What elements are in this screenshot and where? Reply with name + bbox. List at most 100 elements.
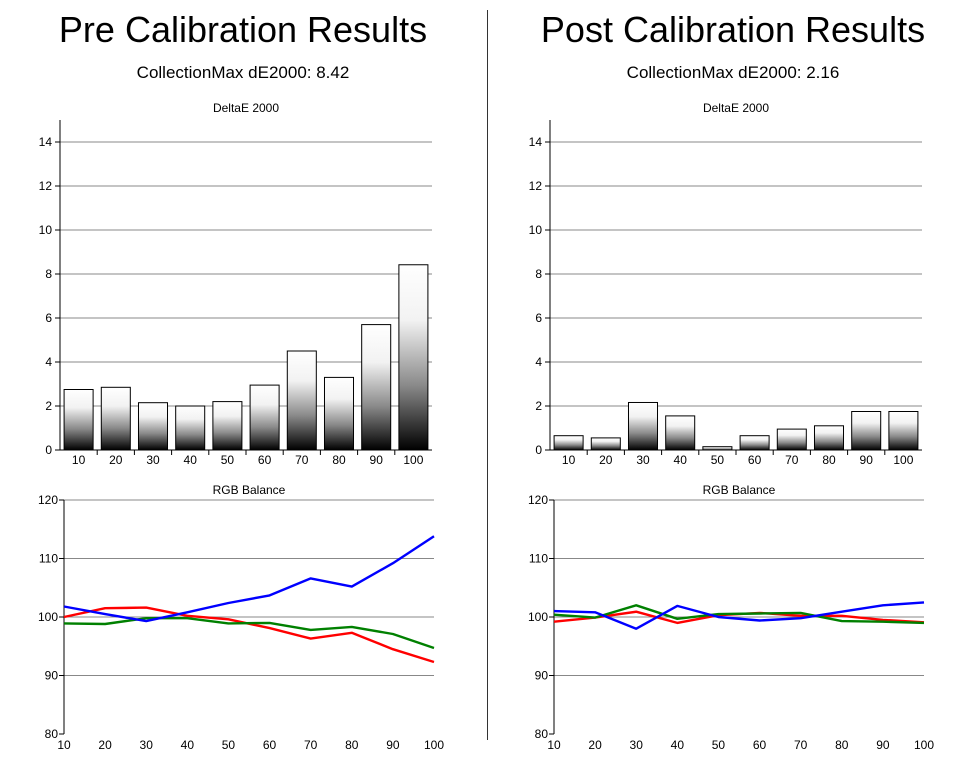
x-tick-label: 10 [57,738,71,752]
x-tick-label: 60 [748,453,762,467]
post-calibration-subtitle: CollectionMax dE2000: 2.16 [626,63,840,82]
chart-title: DeltaE 2000 [703,101,769,115]
x-tick-label: 80 [822,453,836,467]
y-tick-label: 2 [45,399,52,413]
bar [323,376,355,451]
bar [398,264,429,451]
post-rgb-balance-chart: RGB Balance 80 90 100 110 120 10 20 30 40 50 60 70 80… [528,483,934,752]
bar [739,435,770,451]
pre-calibration-title: Pre Calibration Results [58,9,428,50]
y-tick-label: 14 [529,135,543,149]
x-tick-label: 10 [72,453,86,467]
series-line [63,535,435,623]
x-tick-label: 90 [876,738,890,752]
y-tick-label: 0 [535,443,542,457]
bar [63,389,94,451]
bar [702,446,733,451]
bar [553,435,584,451]
x-tick-label: 30 [636,453,650,467]
y-tick-label: 12 [529,179,543,193]
bar [361,324,392,451]
bar [175,405,206,451]
x-tick-label: 50 [712,738,726,752]
x-tick-label: 70 [295,453,309,467]
x-tick-label: 20 [98,738,112,752]
bar [590,437,621,451]
x-tick-label: 80 [345,738,359,752]
x-tick-label: 90 [370,453,384,467]
x-tick-label: 70 [794,738,808,752]
bar [249,384,280,451]
x-tick-label: 60 [753,738,767,752]
x-tick-label: 40 [671,738,685,752]
x-tick-label: 80 [835,738,849,752]
x-tick-label: 30 [146,453,160,467]
bar [627,401,659,451]
y-tick-label: 90 [535,669,549,683]
x-tick-label: 100 [424,738,444,752]
x-tick-label: 20 [109,453,123,467]
x-tick-label: 40 [181,738,195,752]
x-tick-label: 50 [222,738,236,752]
bar [212,401,243,451]
y-tick-label: 110 [39,552,58,566]
x-tick-label: 70 [785,453,799,467]
series-line [553,604,925,625]
y-tick-label: 120 [38,493,58,507]
bar [100,386,131,451]
x-tick-label: 50 [711,453,725,467]
y-tick-label: 80 [45,727,59,741]
y-tick-label: 8 [45,267,52,281]
x-tick-label: 90 [860,453,874,467]
bar [851,411,882,451]
x-tick-label: 50 [221,453,235,467]
y-tick-label: 12 [39,179,53,193]
y-tick-label: 8 [535,267,542,281]
x-tick-label: 20 [588,738,602,752]
x-tick-label: 20 [599,453,613,467]
chart-title: DeltaE 2000 [213,101,279,115]
bar [888,411,919,451]
x-tick-label: 100 [893,453,913,467]
pre-calibration-subtitle: CollectionMax dE2000: 8.42 [136,63,350,82]
bar [665,415,696,451]
post-calibration-panel: Post Calibration Results CollectionMax d… [490,0,972,761]
y-tick-label: 110 [529,552,548,566]
bar [776,428,807,451]
x-tick-label: 10 [547,738,561,752]
series-line [553,601,925,630]
y-tick-label: 80 [535,727,549,741]
series-line [63,616,435,650]
y-tick-label: 4 [45,355,52,369]
x-tick-label: 100 [403,453,423,467]
x-tick-label: 10 [562,453,576,467]
pre-deltae-chart: DeltaE 2000 0 2 4 6 8 10 12 14 10 20 30 40 50 60 70 80 90… [39,101,432,467]
y-tick-label: 6 [45,311,52,325]
panel-divider [487,10,488,740]
y-tick-label: 2 [535,399,542,413]
x-tick-label: 70 [304,738,318,752]
x-tick-label: 30 [630,738,644,752]
bar [813,425,845,451]
x-tick-label: 60 [263,738,277,752]
y-tick-label: 90 [45,669,59,683]
pre-calibration-panel: Pre Calibration Results CollectionMax dE… [38,9,444,752]
y-tick-label: 10 [529,223,543,237]
post-deltae-chart: DeltaE 2000 0 2 4 6 8 10 12 14 10 20 30 40 50 60 70 80 90… [529,101,922,467]
x-tick-label: 40 [674,453,688,467]
x-tick-label: 80 [332,453,346,467]
x-tick-label: 30 [140,738,154,752]
y-tick-label: 100 [528,610,548,624]
x-tick-label: 90 [386,738,400,752]
x-tick-label: 100 [914,738,934,752]
x-tick-label: 60 [258,453,272,467]
y-tick-label: 10 [39,223,53,237]
bar [137,402,169,451]
post-calibration-title: Post Calibration Results [540,9,926,50]
y-tick-label: 6 [535,311,542,325]
chart-title: RGB Balance [703,483,776,497]
y-tick-label: 14 [39,135,53,149]
x-tick-label: 40 [184,453,198,467]
chart-title: RGB Balance [213,483,286,497]
pre-rgb-balance-chart: RGB Balance 80 90 100 110 120 10 20 30 40 50 60 70 80… [38,483,444,752]
